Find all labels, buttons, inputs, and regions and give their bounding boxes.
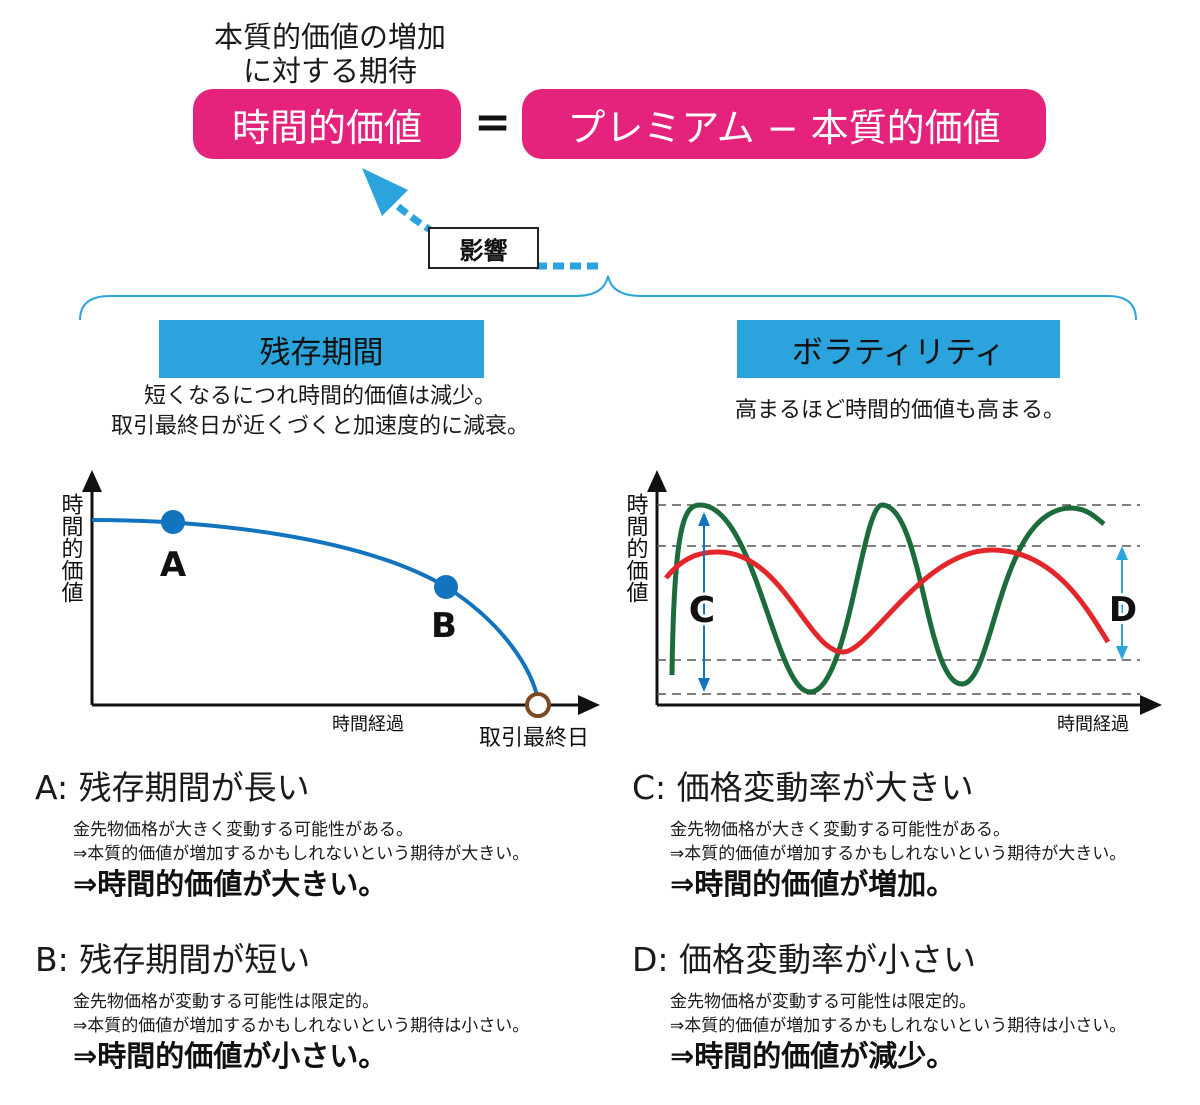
case-b: B: 残存期間が短い 金先物価格が変動する可能性は限定的。 ⇒本質的価値が増加す… [35,940,595,1074]
case-c-result: ⇒時間的価値が増加。 [670,867,956,901]
x-axis-label: 時間経過 [1057,714,1129,735]
y-axis-arrowhead-icon [82,470,102,492]
range-arrow-d-bottom-icon [1116,646,1128,660]
x-axis-arrowhead-icon [1140,695,1162,715]
volatility-label: ボラティリティ [737,320,1060,378]
case-c-title: C: 価格変動率が大きい [632,768,974,807]
time-value-label: 時間的価値 [231,105,422,150]
influence-label-box: 影響 [428,227,539,269]
case-a-line-2: ⇒本質的価値が増加するかもしれないという期待が大きい。 [73,844,530,864]
y-axis-arrowhead-icon [647,470,667,492]
range-arrow-d-top-icon [1116,546,1128,560]
case-a: A: 残存期間が長い 金先物価格が大きく変動する可能性がある。 ⇒本質的価値が増… [35,768,595,902]
label-d: D [1109,590,1137,630]
range-arrow-c-bottom-icon [698,678,710,692]
case-a-result: ⇒時間的価値が大きい。 [73,867,388,901]
low-volatility-curve [664,547,1111,655]
volatility-title: ボラティリティ [791,334,1006,371]
caption-line-2: に対する期待 [242,54,417,88]
case-c-line-2: ⇒本質的価値が増加するかもしれないという期待が大きい。 [670,844,1127,864]
time-decay-chart: 時間的価値 A B 時間経過 取引最終日 [58,470,600,751]
case-b-title: B: 残存期間が短い [35,940,311,979]
y-axis-label: 時間的価値 [623,493,649,603]
point-a-marker [161,510,185,534]
point-b-marker [434,575,458,599]
remaining-period-label: 残存期間 [159,320,484,378]
connector-layer [79,168,1137,321]
equals-sign: = [474,97,511,148]
high-volatility-curve [669,502,1106,695]
case-c-line-1: 金先物価格が大きく変動する可能性がある。 [670,820,1010,840]
remaining-period-desc-line-2: 取引最終日が近くづくと加速度的に減衰。 [110,414,529,439]
case-c: C: 価格変動率が大きい 金先物価格が大きく変動する可能性がある。 ⇒本質的価値… [632,768,1192,902]
curly-brace [79,275,1137,321]
remaining-period-desc-line-1: 短くなるにつれ時間的価値は減少。 [143,384,496,409]
x-axis-arrowhead-icon [578,695,600,715]
remaining-period-description: 短くなるにつれ時間的価値は減少。 取引最終日が近くづくと加速度的に減衰。 [40,382,600,442]
case-d: D: 価格変動率が小さい 金先物価格が変動する可能性は限定的。 ⇒本質的価値が増… [632,940,1192,1074]
range-arrow-c-top-icon [698,512,710,526]
case-d-result: ⇒時間的価値が減少。 [670,1039,956,1073]
influence-arrowhead-icon [362,168,408,216]
last-trading-day-label: 取引最終日 [479,726,589,751]
case-d-title: D: 価格変動率が小さい [632,940,977,979]
point-a-label: A [160,545,187,585]
x-axis-label: 時間経過 [332,714,404,735]
volatility-chart: 時間的価値 C D 時間経過 [623,470,1162,735]
case-a-title: A: 残存期間が長い [35,768,310,807]
case-b-result: ⇒時間的価値が小さい。 [73,1039,388,1073]
y-axis-label: 時間的価値 [58,493,84,603]
volatility-desc-line: 高まるほど時間的価値も高まる。 [734,398,1065,423]
label-c: C [689,590,715,631]
case-b-line-1: 金先物価格が変動する可能性は限定的。 [73,992,379,1012]
time-value-box: 時間的価値 [193,89,461,159]
caption-line-1: 本質的価値の増加 [213,20,446,54]
case-d-line-2: ⇒本質的価値が増加するかもしれないという期待は小さい。 [670,1016,1127,1036]
volatility-description: 高まるほど時間的価値も高まる。 [640,396,1160,426]
point-b-label: B [431,606,457,646]
premium-formula-box: プレミアム − 本質的価値 [522,89,1046,159]
premium-formula-label: プレミアム − 本質的価値 [567,105,1001,150]
remaining-period-title: 残存期間 [259,334,384,371]
last-trading-day-marker [525,692,551,718]
case-d-line-1: 金先物価格が変動する可能性は限定的。 [670,992,976,1012]
caption: 本質的価値の増加 に対する期待 [140,20,520,88]
case-b-line-2: ⇒本質的価値が増加するかもしれないという期待は小さい。 [73,1016,530,1036]
case-a-line-1: 金先物価格が大きく変動する可能性がある。 [73,820,413,840]
influence-label: 影響 [459,236,508,265]
